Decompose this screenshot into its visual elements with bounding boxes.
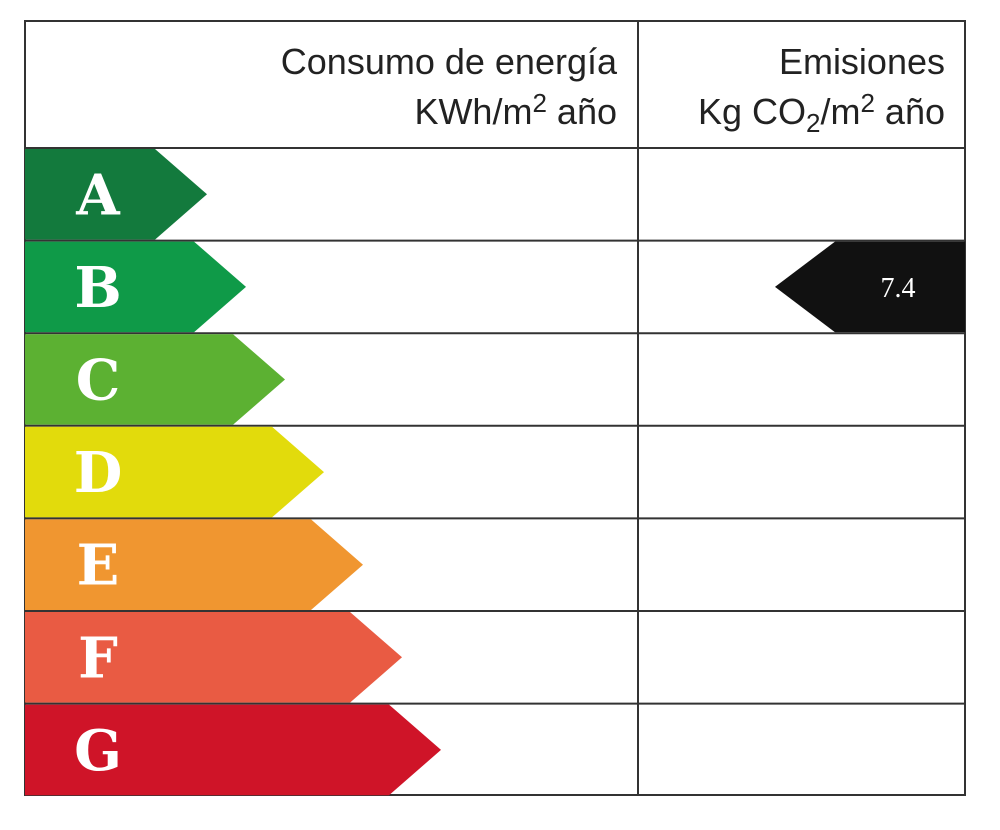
unit-subscript: 2 xyxy=(806,108,820,138)
emission-value: 7.4 xyxy=(881,273,916,304)
rating-arrow xyxy=(25,704,441,796)
rating-letter: B xyxy=(74,255,121,321)
unit-part: año xyxy=(547,91,617,132)
rating-arrow xyxy=(25,149,207,240)
unit-part: /m xyxy=(820,91,860,132)
rating-letter: E xyxy=(77,533,120,599)
unit-part: año xyxy=(875,91,945,132)
rating-letter: D xyxy=(74,440,123,506)
rating-letter: A xyxy=(75,162,121,228)
rating-arrow xyxy=(25,426,324,518)
unit-part: KWh/m xyxy=(414,91,532,132)
unit-part: Kg CO xyxy=(698,91,806,132)
emission-arrow xyxy=(775,241,965,333)
rating-arrow xyxy=(25,612,402,703)
rating-letter: G xyxy=(74,718,122,784)
energy-unit: KWh/m2 año xyxy=(414,88,617,132)
rating-arrow xyxy=(25,519,363,610)
unit-superscript: 2 xyxy=(860,88,874,118)
emissions-unit: Kg CO2/m2 año xyxy=(698,88,945,138)
rating-arrow xyxy=(25,241,246,333)
rating-letter: C xyxy=(76,348,121,414)
emissions-title: Emisiones xyxy=(779,41,945,82)
rating-arrow xyxy=(25,334,285,425)
unit-superscript: 2 xyxy=(532,88,546,118)
rating-letter: F xyxy=(78,625,118,691)
energy-title: Consumo de energía xyxy=(281,41,618,82)
